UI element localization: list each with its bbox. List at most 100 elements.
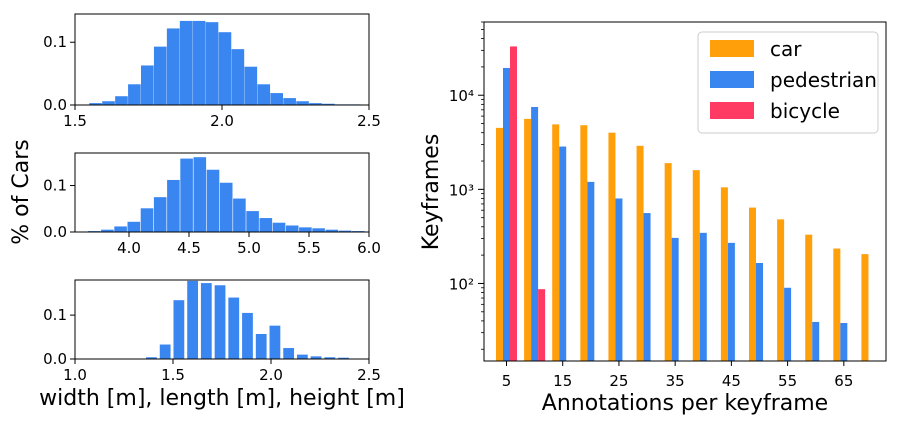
bar-pedestrian [671,237,679,361]
height-bar [173,300,185,359]
length-bar [246,211,259,232]
length-bar [101,229,114,232]
bar-car [748,207,756,361]
legend-swatch-car [710,40,754,57]
bar-car [580,125,588,362]
legend-swatch-bicycle [710,102,754,119]
width-bar [322,103,335,105]
bar-car [664,163,672,361]
bar-car [608,132,616,361]
height-bar [200,283,212,359]
width-bar [231,49,245,105]
length-y-tick-label: 0.0 [43,223,67,241]
bar-car [805,234,813,361]
width-bar [309,103,322,105]
length-bar [114,226,127,232]
width-bar [179,20,193,105]
length-y-tick-label: 0.1 [43,177,67,195]
width-bar [89,103,102,105]
height-bar [283,348,295,359]
height-bar [214,285,226,359]
shared-y-axis-label: % of Cars [9,139,34,244]
height-bar [146,357,157,359]
length-bar [193,157,207,232]
length-bar [219,182,233,232]
annotations-bar-chart: 5 15 25 35 45 55 65 10² 10³ 10⁴ Annotations per ke… [419,21,887,416]
bar-bicycle [509,46,517,362]
right-y-axis-label: Keyframes [419,134,444,251]
width-bar [128,84,141,105]
length-bar [325,229,339,232]
width-bar [218,32,232,106]
width-bar [192,20,206,105]
height-x-tick-label: 2.0 [259,366,283,384]
width-y-tick-label: 0.0 [43,96,67,114]
width-bar [257,84,271,105]
height-y-tick-label: 0.0 [43,350,67,368]
right-y-tick-label: 10⁴ [449,87,474,105]
bar-pedestrian [531,106,539,361]
bar-bicycle [538,289,546,361]
width-bar [244,66,258,105]
length-bar [338,230,352,232]
length-x-tick-label: 5.5 [297,239,321,257]
bar-car [720,187,728,361]
height-y-tick-label: 0.1 [43,306,67,324]
length-bar [153,197,167,232]
right-x-tick-label: 5 [502,372,512,390]
width-bar [102,101,115,105]
height-bar [296,354,308,359]
right-x-tick-label: 55 [778,372,797,390]
width-bar [166,28,180,106]
bar-pedestrian [727,242,735,361]
bar-pedestrian [699,232,707,361]
width-bar [283,98,296,105]
bar-car [861,254,869,361]
right-x-tick-label: 15 [553,372,572,390]
width-x-tick-label: 2.0 [210,112,234,130]
bar-car [636,145,644,361]
height-bar [187,280,198,359]
bar-pedestrian [643,213,651,361]
length-x-tick-label: 4.5 [177,239,201,257]
length-axes-frame [74,152,370,233]
length-bar [206,169,220,232]
bar-car [833,248,841,361]
length-x-tick-label: 4.0 [117,239,141,257]
length-bar [272,222,286,232]
height-bar [159,344,171,359]
bar-car [777,219,785,361]
right-x-tick-label: 35 [666,372,685,390]
bar-pedestrian [755,262,763,361]
length-bar [259,218,273,232]
width-x-tick-label: 2.5 [357,112,381,130]
bar-pedestrian [587,181,595,361]
bar-pedestrian [502,67,510,362]
legend-label-pedestrian: pedestrian [770,68,877,92]
right-axes-frame [483,21,887,362]
shared-x-axis-label: width [m], length [m], height [m] [39,386,405,411]
bar-car [524,118,532,361]
legend-swatch-pedestrian [710,71,754,88]
bar-pedestrian [840,323,848,361]
height-bar [242,312,253,359]
length-bar [167,179,180,232]
height-bar [269,325,281,359]
right-x-tick-label: 45 [722,372,741,390]
length-bar [127,221,141,232]
height-bar [255,333,267,359]
bar-pedestrian [784,287,792,361]
bar-car [692,170,700,361]
height-x-tick-label: 1.5 [161,366,185,384]
bar-pedestrian [559,146,567,361]
width-bar [115,96,128,105]
width-bar [270,93,284,105]
length-bar [233,198,246,232]
right-y-tick-label: 10² [449,275,474,293]
right-x-axis-label: Annotations per keyframe [542,391,828,416]
length-histogram: 4.0 4.5 5.0 5.5 6.0 0.0 0.1 [43,152,381,257]
width-bar [296,101,309,105]
bar-pedestrian [812,321,820,361]
legend-label-car: car [770,37,802,61]
